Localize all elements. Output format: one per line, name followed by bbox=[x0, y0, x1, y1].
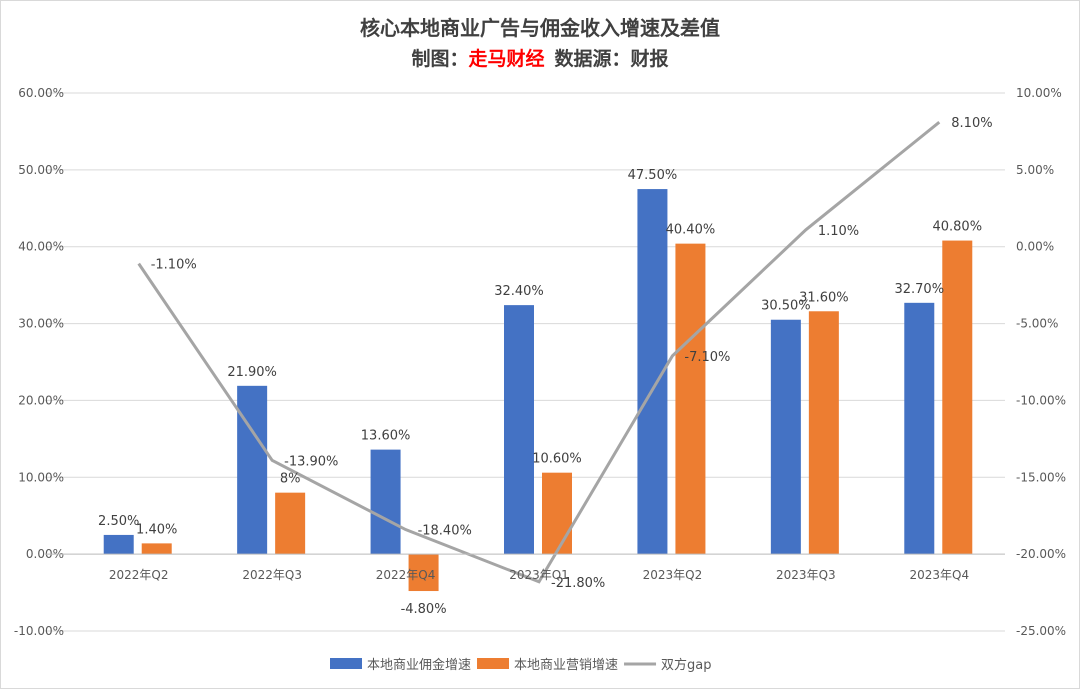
left-axis-tick: 60.00% bbox=[18, 86, 64, 100]
x-axis-tick: 2023年Q3 bbox=[776, 568, 836, 582]
x-axis-tick: 2022年Q3 bbox=[242, 568, 302, 582]
right-axis-tick: -20.00% bbox=[1016, 547, 1066, 561]
right-axis-tick: 5.00% bbox=[1016, 163, 1054, 177]
bar-data-label: 40.80% bbox=[932, 220, 982, 235]
left-axis-tick: 30.00% bbox=[18, 317, 64, 331]
line-data-label: -18.40% bbox=[418, 524, 472, 539]
left-axis-tick: 10.00% bbox=[18, 470, 64, 484]
bar-marketing bbox=[141, 543, 172, 555]
legend-label: 本地商业佣金增速 bbox=[367, 657, 471, 673]
legend-label: 本地商业营销增速 bbox=[514, 658, 618, 673]
bar-marketing bbox=[675, 243, 706, 555]
x-axis-tick: 2023年Q2 bbox=[643, 568, 703, 582]
legend-swatch bbox=[477, 658, 510, 669]
bar-data-label: -4.80% bbox=[401, 602, 447, 617]
bar-marketing bbox=[808, 311, 839, 555]
bar-commission bbox=[770, 319, 801, 555]
left-axis-tick: 40.00% bbox=[18, 240, 64, 254]
right-axis-tick: -5.00% bbox=[1016, 317, 1058, 331]
bar-data-label: 47.50% bbox=[628, 168, 678, 183]
left-axis-tick: -10.00% bbox=[14, 624, 64, 638]
chart-subtitle: 制图：走马财经 数据源：财报 bbox=[411, 47, 668, 70]
legend-label: 双方gap bbox=[661, 657, 711, 673]
legend-swatch bbox=[330, 658, 362, 669]
bar-commission bbox=[904, 302, 935, 555]
bar-commission bbox=[103, 534, 134, 555]
left-axis-tick: 20.00% bbox=[18, 393, 64, 407]
bar-commission bbox=[370, 449, 401, 555]
right-axis-tick: -15.00% bbox=[1016, 470, 1066, 484]
subtitle-suffix: 数据源：财报 bbox=[555, 47, 669, 70]
line-data-label: 8.10% bbox=[951, 116, 992, 131]
right-axis-tick: 10.00% bbox=[1016, 86, 1062, 100]
line-data-label: -21.80% bbox=[551, 576, 605, 591]
bar-data-label: 32.40% bbox=[494, 284, 544, 299]
bar-marketing bbox=[275, 492, 306, 555]
bar-commission bbox=[504, 305, 534, 555]
right-axis-tick: 0.00% bbox=[1016, 240, 1054, 254]
line-data-label: -7.10% bbox=[684, 350, 730, 365]
line-data-label: -13.90% bbox=[284, 454, 338, 469]
bar-data-label: 31.60% bbox=[799, 290, 849, 305]
gap-line bbox=[137, 121, 941, 584]
x-axis-tick: 2023年Q4 bbox=[909, 568, 969, 582]
bar-data-label: 13.60% bbox=[361, 429, 411, 444]
x-axis-tick: 2022年Q4 bbox=[376, 568, 436, 582]
chart-title: 核心本地商业广告与佣金收入增速及差值 bbox=[360, 16, 720, 40]
left-axis-tick: 0.00% bbox=[26, 547, 64, 561]
bar-data-label: 30.50% bbox=[761, 299, 811, 314]
x-axis-tick: 2022年Q2 bbox=[109, 568, 169, 582]
x-axis-tick: 2023年Q1 bbox=[509, 568, 569, 582]
subtitle-prefix: 制图： bbox=[411, 47, 468, 70]
subtitle-brand: 走马财经 bbox=[468, 47, 544, 70]
bar-data-label: 21.90% bbox=[227, 365, 277, 380]
bar-data-label: 2.50% bbox=[98, 514, 139, 529]
bar-data-label: 8% bbox=[280, 472, 301, 487]
left-axis-tick: 50.00% bbox=[18, 163, 64, 177]
right-axis-tick: -10.00% bbox=[1016, 393, 1066, 407]
bar-marketing bbox=[542, 472, 572, 555]
bar-data-label: 40.40% bbox=[666, 223, 716, 238]
line-data-label: -1.10% bbox=[151, 258, 197, 273]
bar-marketing bbox=[942, 240, 973, 555]
bar-data-label: 1.40% bbox=[136, 522, 177, 537]
line-data-label: 1.10% bbox=[818, 224, 859, 239]
bar-data-label: 10.60% bbox=[532, 452, 582, 467]
bar-commission bbox=[237, 385, 268, 555]
bar-marketing bbox=[408, 554, 439, 592]
bar-data-label: 32.70% bbox=[894, 282, 944, 297]
right-axis-tick: -25.00% bbox=[1016, 624, 1066, 638]
